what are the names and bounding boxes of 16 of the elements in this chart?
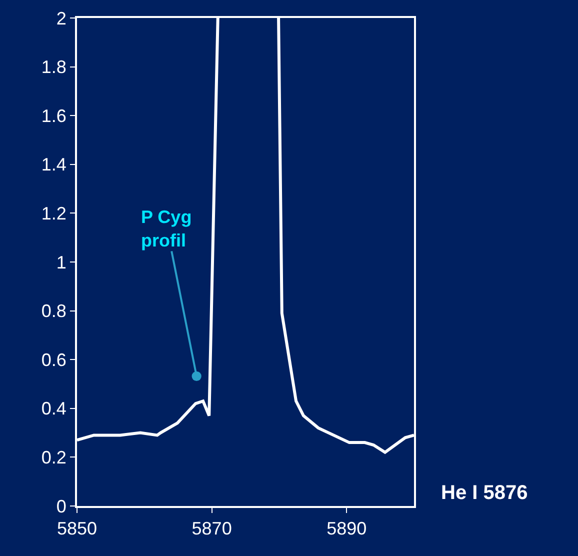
y-tick-label: 0.8 <box>41 301 66 322</box>
x-tick-label: 5890 <box>326 518 367 539</box>
y-tick-label: 2 <box>56 8 66 28</box>
text: He I 5876 <box>441 482 528 504</box>
x-tick-label: 5850 <box>56 518 98 539</box>
y-tick-label: 1.2 <box>41 204 66 224</box>
y-tick-label: 0.2 <box>41 448 66 468</box>
y-tick-label: 0 <box>56 496 66 516</box>
y-tick-label: 1 <box>56 252 66 272</box>
annotation: P Cyg profil <box>141 207 192 250</box>
y-tick-label: 0.4 <box>41 398 66 419</box>
y-tick-label: 0.6 <box>41 350 66 370</box>
x-tick-label: 5870 <box>192 518 232 539</box>
y-tick-label: 1.4 <box>41 154 66 175</box>
y-tick-label: 1.6 <box>41 106 66 126</box>
y-tick-label: 1.8 <box>41 57 66 78</box>
